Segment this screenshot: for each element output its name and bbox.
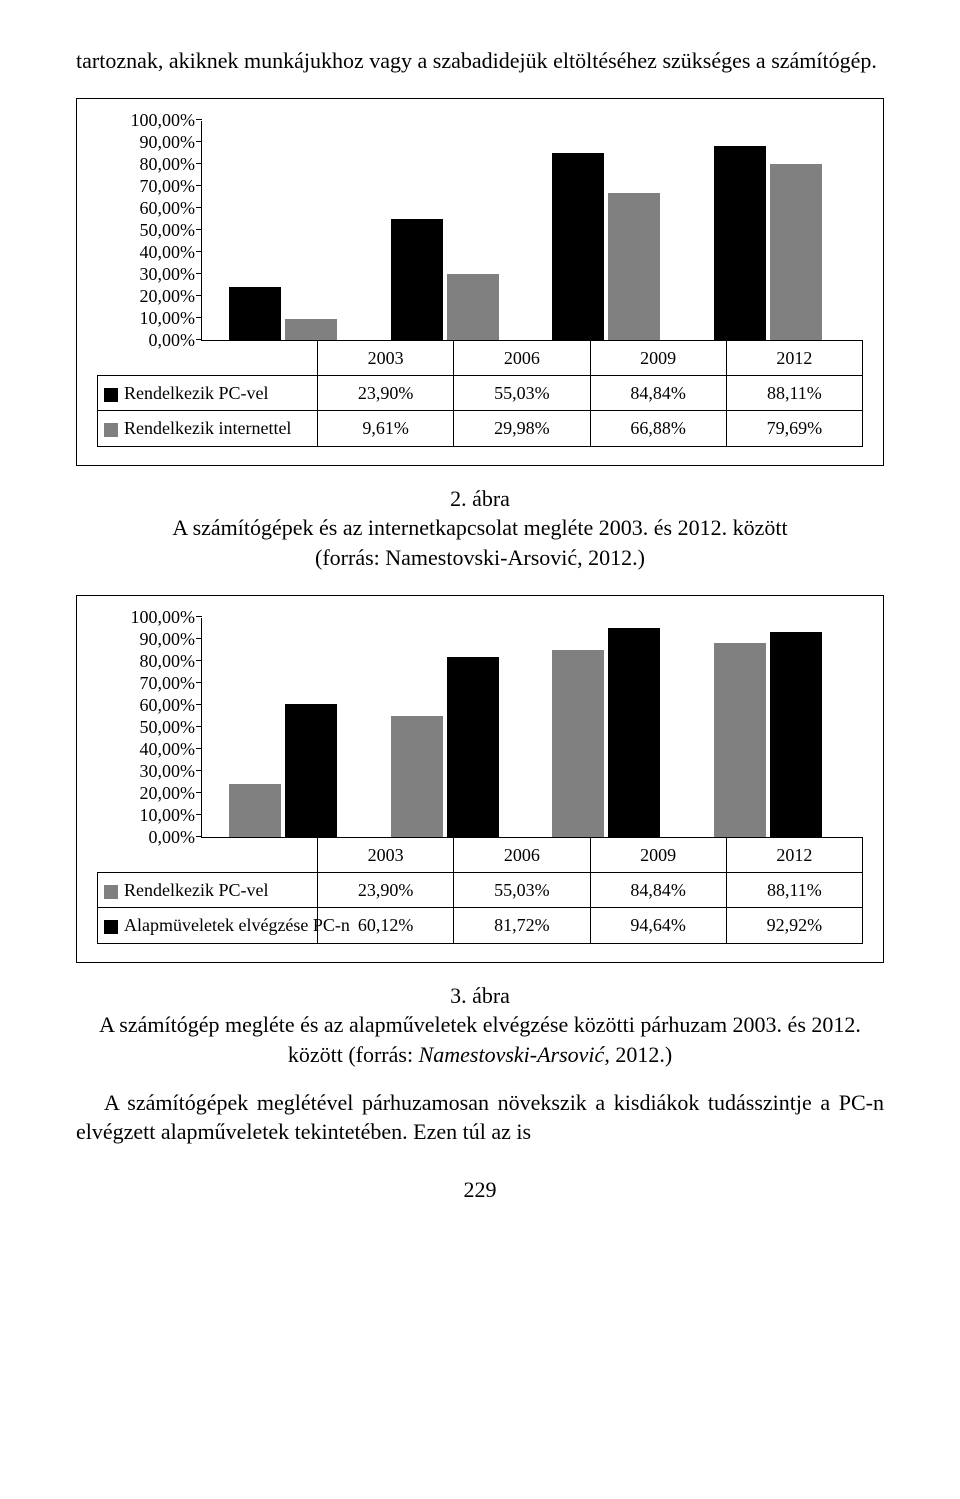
bar (447, 657, 499, 837)
bar (714, 146, 766, 340)
table-value-cell: 23,90% (318, 872, 454, 907)
bar (608, 628, 660, 836)
bar (714, 643, 766, 837)
bar (391, 219, 443, 340)
y-tick-label: 70,00% (140, 175, 196, 199)
closing-paragraph: A számítógépek meglétével párhuzamosan n… (76, 1088, 884, 1147)
chart-2-caption-label: 3. ábra (450, 983, 510, 1008)
table-value-cell: 84,84% (590, 872, 726, 907)
table-value-cell: 88,11% (726, 375, 862, 410)
table-value-cell: 55,03% (454, 872, 590, 907)
chart-1-caption: 2. ábra A számítógépek és az internetkap… (76, 484, 884, 573)
y-tick-label: 40,00% (140, 737, 196, 761)
table-category-header: 2003 (318, 837, 454, 872)
chart-1-data-table: 2003200620092012 Rendelkezik PC-vel 23,90%… (97, 340, 863, 447)
bar (391, 716, 443, 837)
table-value-cell: 66,88% (590, 411, 726, 446)
chart-1-caption-source: (forrás: Namestovski-Arsović, 2012.) (315, 545, 645, 570)
table-value-cell: 81,72% (454, 908, 590, 943)
y-tick-label: 10,00% (140, 803, 196, 827)
legend-swatch (104, 920, 118, 934)
y-tick-label: 20,00% (140, 781, 196, 805)
table-value-cell: 29,98% (454, 411, 590, 446)
y-tick-label: 90,00% (140, 131, 196, 155)
series-name: Rendelkezik internettel (124, 418, 291, 438)
bar (229, 287, 281, 340)
table-category-header: 2009 (590, 340, 726, 375)
chart-2-data-table: 2003200620092012 Rendelkezik PC-vel 23,90%… (97, 837, 863, 944)
table-value-cell: 23,90% (318, 375, 454, 410)
table-corner (98, 837, 318, 872)
y-tick-label: 100,00% (131, 109, 196, 133)
table-series-label: Rendelkezik PC-vel (98, 872, 318, 907)
bar-group (202, 618, 364, 837)
table-category-header: 2006 (454, 340, 590, 375)
series-name: Rendelkezik PC-vel (124, 383, 268, 403)
legend-swatch (104, 423, 118, 437)
series-name: Alapmüveletek elvégzése PC-n (124, 915, 350, 935)
table-value-cell: 55,03% (454, 375, 590, 410)
y-tick-label: 60,00% (140, 693, 196, 717)
table-corner (98, 340, 318, 375)
chart-1-frame: 0,00%10,00%20,00%30,00%40,00%50,00%60,00… (76, 98, 884, 466)
chart-2-caption: 3. ábra A számítógép megléte és az alapm… (76, 981, 884, 1070)
y-tick-label: 100,00% (131, 605, 196, 629)
y-tick-label: 90,00% (140, 627, 196, 651)
bar-group (526, 618, 688, 837)
table-category-header: 2006 (454, 837, 590, 872)
table-category-header: 2012 (726, 340, 862, 375)
y-tick-label: 20,00% (140, 285, 196, 309)
bar (608, 193, 660, 340)
table-value-cell: 79,69% (726, 411, 862, 446)
table-value-cell: 88,11% (726, 872, 862, 907)
bar-group (687, 618, 849, 837)
bar-group (202, 121, 364, 340)
chart-2-caption-text: A számítógép megléte és az alapműveletek… (99, 1012, 861, 1067)
intro-paragraph: tartoznak, akiknek munkájukhoz vagy a sz… (76, 46, 884, 76)
y-tick-label: 40,00% (140, 241, 196, 265)
table-value-cell: 92,92% (726, 908, 862, 943)
bar-group (687, 121, 849, 340)
legend-swatch (104, 388, 118, 402)
legend-swatch (104, 885, 118, 899)
table-value-cell: 9,61% (318, 411, 454, 446)
page-number: 229 (76, 1175, 884, 1205)
table-series-label: Rendelkezik internettel (98, 411, 318, 446)
y-tick-label: 10,00% (140, 307, 196, 331)
bar (447, 274, 499, 340)
chart-2-plot: 0,00%10,00%20,00%30,00%40,00%50,00%60,00… (97, 618, 863, 944)
table-value-cell: 94,64% (590, 908, 726, 943)
y-tick-label: 70,00% (140, 671, 196, 695)
bar (770, 164, 822, 339)
y-tick-label: 50,00% (140, 715, 196, 739)
chart-1-plot: 0,00%10,00%20,00%30,00%40,00%50,00%60,00… (97, 121, 863, 447)
y-tick-label: 80,00% (140, 649, 196, 673)
bar (770, 632, 822, 836)
bar (229, 784, 281, 837)
y-tick-label: 50,00% (140, 219, 196, 243)
bar (552, 153, 604, 340)
chart-1-caption-label: 2. ábra (450, 486, 510, 511)
table-category-header: 2012 (726, 837, 862, 872)
bar-group (526, 121, 688, 340)
bar (285, 704, 337, 836)
y-tick-label: 60,00% (140, 197, 196, 221)
table-series-label: Rendelkezik PC-vel (98, 375, 318, 410)
bar-group (364, 618, 526, 837)
y-tick-label: 30,00% (140, 263, 196, 287)
table-category-header: 2009 (590, 837, 726, 872)
table-series-label: Alapmüveletek elvégzése PC-n (98, 908, 318, 943)
y-tick-label: 80,00% (140, 153, 196, 177)
bar-group (364, 121, 526, 340)
series-name: Rendelkezik PC-vel (124, 880, 268, 900)
bar (552, 650, 604, 837)
y-tick-label: 30,00% (140, 759, 196, 783)
table-value-cell: 84,84% (590, 375, 726, 410)
table-category-header: 2003 (318, 340, 454, 375)
chart-1-caption-text: A számítógépek és az internetkapcsolat m… (172, 515, 787, 540)
chart-2-frame: 0,00%10,00%20,00%30,00%40,00%50,00%60,00… (76, 595, 884, 963)
bar (285, 319, 337, 340)
